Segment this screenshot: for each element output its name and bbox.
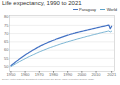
svg-text:1960: 1960 bbox=[21, 72, 31, 77]
svg-text:2010: 2010 bbox=[92, 72, 102, 77]
svg-text:65: 65 bbox=[4, 39, 9, 44]
svg-text:1990: 1990 bbox=[63, 72, 73, 77]
svg-text:1970: 1970 bbox=[35, 72, 45, 77]
svg-text:80: 80 bbox=[4, 14, 9, 19]
svg-text:60: 60 bbox=[4, 47, 9, 52]
svg-text:2000: 2000 bbox=[77, 72, 87, 77]
svg-text:70: 70 bbox=[4, 31, 9, 36]
html-text:World: World bbox=[106, 7, 117, 12]
svg-text:2021: 2021 bbox=[107, 72, 117, 77]
svg-text:55: 55 bbox=[4, 56, 9, 61]
svg-text:1950: 1950 bbox=[6, 72, 16, 77]
svg-text:50: 50 bbox=[4, 64, 9, 69]
html-text:Source: United Nations, Depart: Source: United Nations, Department of Ec… bbox=[2, 78, 95, 80]
svg-text:1980: 1980 bbox=[49, 72, 59, 77]
html-text:Paraguay: Paraguay bbox=[79, 7, 97, 12]
html-text:Life expectancy, 1990 to 2021: Life expectancy, 1990 to 2021 bbox=[2, 0, 82, 6]
svg-text:75: 75 bbox=[4, 23, 9, 28]
